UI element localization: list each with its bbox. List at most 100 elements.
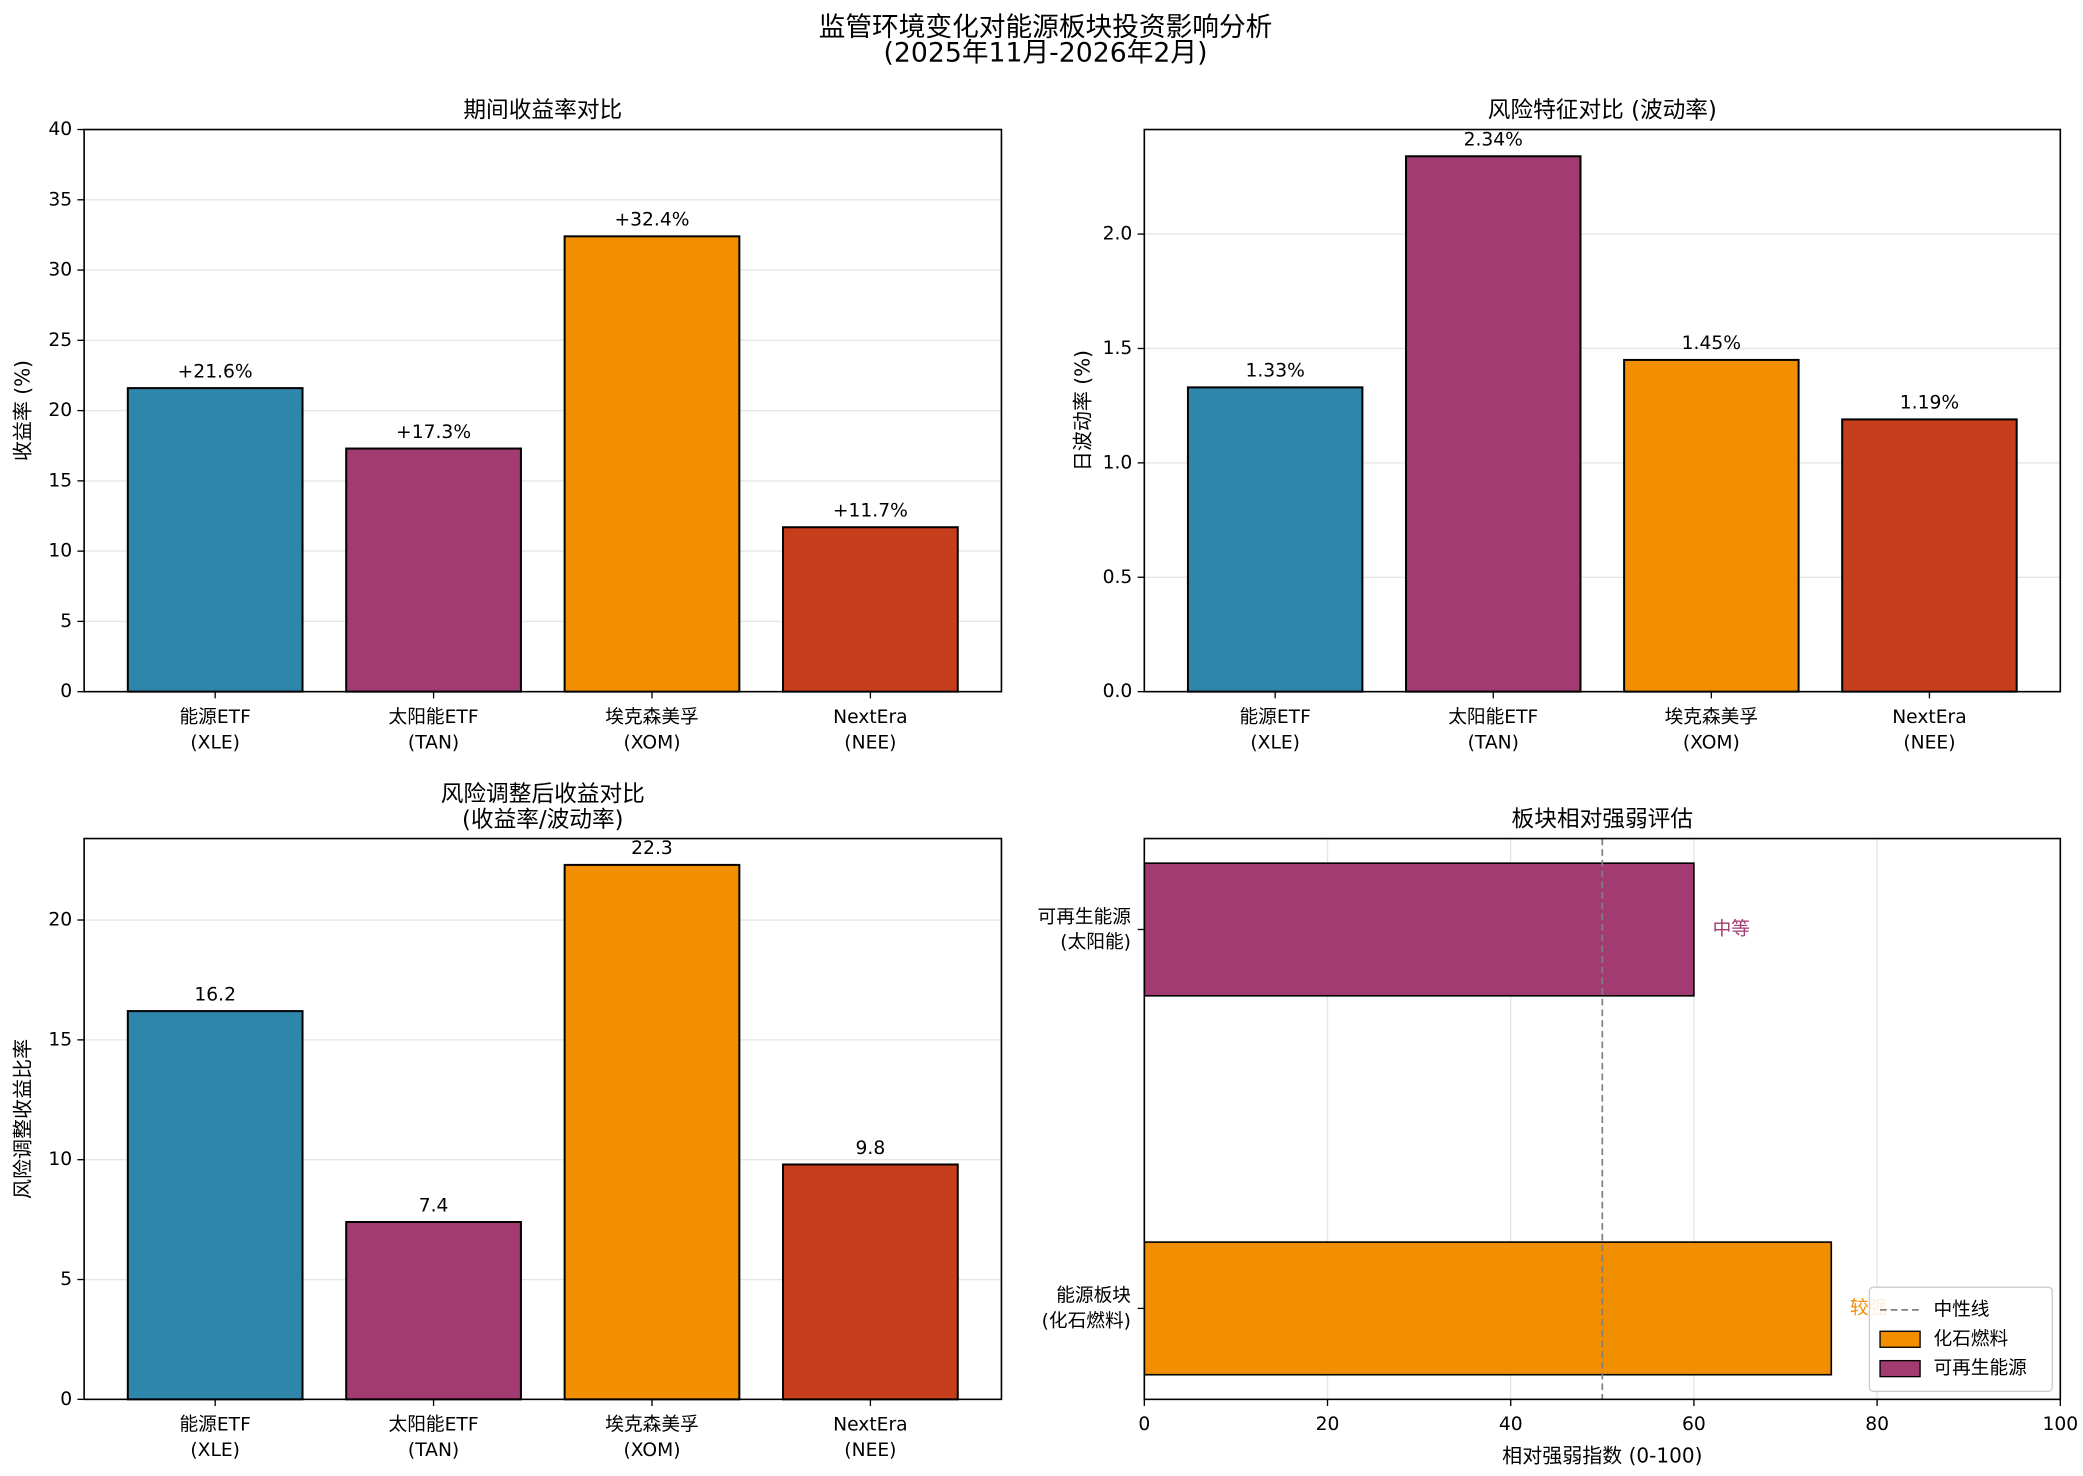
text-line: 埃克森美孚	[605, 707, 698, 728]
bar	[345, 1221, 522, 1401]
value-label: +11.7%	[833, 501, 908, 522]
text-line: (收益率/波动率)	[462, 806, 623, 832]
text-line: (太阳能)	[1060, 932, 1131, 953]
value-label: 7.4	[419, 1195, 449, 1216]
bar	[782, 1163, 959, 1401]
y-tick-label: 5	[60, 1269, 72, 1290]
text-line: 埃克森美孚	[1665, 707, 1758, 728]
x-tick-label: 能源ETF (XLE)	[179, 707, 250, 753]
x-tick-label: 埃克森美孚 (XOM)	[605, 707, 698, 753]
bar	[563, 235, 741, 693]
chart-title: 风险特征对比 (波动率)	[1488, 97, 1717, 123]
y-tick-label: 0	[60, 681, 72, 702]
x-tick-label: 20	[1316, 1414, 1340, 1435]
value-label: 1.33%	[1245, 361, 1304, 382]
axes-frame	[83, 128, 1003, 693]
y-tick-label: 10	[48, 1149, 72, 1170]
chart-title: 风险调整后收益对比(收益率/波动率)	[441, 781, 645, 832]
y-tick-label: 1.0	[1103, 452, 1133, 473]
legend-label: 化石燃料	[1933, 1329, 2008, 1350]
text-line: 能源板块	[1056, 1285, 1131, 1306]
x-tick-label: 100	[2042, 1414, 2078, 1435]
y-tick-label: 25	[48, 330, 72, 351]
bar	[1143, 1241, 1833, 1376]
x-tick-label: 0	[1138, 1414, 1150, 1435]
legend-patch	[1879, 1359, 1921, 1378]
x-tick-label: NextEra (NEE)	[833, 707, 907, 753]
bar	[1405, 155, 1582, 693]
value-label: +32.4%	[614, 210, 689, 231]
text-line: (NEE)	[844, 732, 896, 753]
bar	[1186, 386, 1364, 693]
x-axis-label: 相对强弱指数 (0-100)	[1502, 1443, 1702, 1467]
text-line: (TAN)	[408, 1440, 459, 1461]
y-tick-label: 15	[48, 470, 72, 491]
x-tick-label: 能源ETF (XLE)	[179, 1414, 250, 1460]
text-line: (XOM)	[623, 732, 680, 753]
bar	[1143, 862, 1695, 997]
y-axis-label: 风险调整收益比率	[11, 1039, 35, 1199]
text-line: (TAN)	[408, 732, 459, 753]
y-tick-label: 30	[48, 260, 72, 281]
text-line: (NEE)	[844, 1440, 896, 1461]
x-tick-label: NextEra (NEE)	[1892, 707, 1966, 753]
legend-patch	[1879, 1330, 1921, 1348]
x-tick-label: 太阳能ETF (TAN)	[389, 1414, 479, 1460]
y-axis-label: 日波动率 (%)	[1071, 350, 1095, 471]
text-line: (XLE)	[190, 732, 240, 753]
value-label: 2.34%	[1464, 130, 1523, 151]
bar	[563, 863, 741, 1401]
value-label: 1.19%	[1900, 393, 1959, 414]
value-label: 22.3	[631, 838, 673, 859]
y-tick-label: 35	[48, 189, 72, 210]
text-line: (XLE)	[190, 1440, 240, 1461]
bar	[1841, 418, 2018, 693]
x-tick-label: 能源ETF (XLE)	[1239, 707, 1310, 753]
legend-label: 中性线	[1933, 1299, 1989, 1320]
text-line: 可再生能源	[1038, 906, 1132, 927]
value-label: 9.8	[856, 1138, 886, 1159]
text-line: (2025年11月-2026年2月)	[884, 37, 1208, 68]
axes-frame	[1143, 128, 2062, 693]
x-tick-label: 太阳能ETF (TAN)	[1448, 707, 1538, 753]
text-line: NextEra	[833, 1414, 907, 1435]
chart-title: 期间收益率对比	[463, 97, 622, 123]
text-line: 能源ETF	[1239, 707, 1310, 728]
chart-title: 板块相对强弱评估	[1512, 806, 1694, 832]
bar	[1623, 358, 1800, 693]
legend-label: 可再生能源	[1933, 1358, 2027, 1379]
annotation: 中等	[1713, 919, 1750, 940]
y-tick-label: 1.5	[1103, 338, 1133, 359]
text-line: NextEra	[1892, 707, 1966, 728]
text-line: (化石燃料)	[1042, 1311, 1131, 1332]
y-tick-label: 可再生能源 (太阳能)	[1038, 906, 1132, 952]
value-label: +21.6%	[178, 361, 253, 382]
text-line: (XOM)	[623, 1440, 680, 1461]
x-tick-label: 60	[1682, 1414, 1706, 1435]
y-tick-label: 15	[48, 1029, 72, 1050]
x-tick-label: 埃克森美孚 (XOM)	[1665, 707, 1758, 753]
value-label: 1.45%	[1682, 333, 1741, 354]
text-line: 埃克森美孚	[605, 1414, 698, 1435]
y-tick-label: 20	[48, 910, 72, 931]
x-tick-label: 40	[1499, 1414, 1523, 1435]
y-tick-label: 2.0	[1103, 224, 1133, 245]
text-line: 太阳能ETF	[1448, 707, 1538, 728]
x-tick-label: 埃克森美孚 (XOM)	[605, 1414, 698, 1460]
text-line: 太阳能ETF	[389, 707, 479, 728]
text-line: 风险调整后收益对比	[441, 781, 645, 807]
y-tick-label: 10	[48, 541, 72, 562]
text-line: 能源ETF	[179, 707, 250, 728]
axes-frame	[83, 837, 1003, 1401]
axes-frame	[1143, 837, 2062, 1401]
y-tick-label: 5	[60, 611, 72, 632]
text-line: (TAN)	[1468, 732, 1519, 753]
bar	[345, 447, 522, 693]
text-line: 能源ETF	[179, 1414, 250, 1435]
text-line: 太阳能ETF	[389, 1414, 479, 1435]
bar	[782, 526, 959, 693]
y-tick-label: 能源板块 (化石燃料)	[1042, 1285, 1132, 1331]
y-tick-label: 40	[48, 119, 72, 140]
